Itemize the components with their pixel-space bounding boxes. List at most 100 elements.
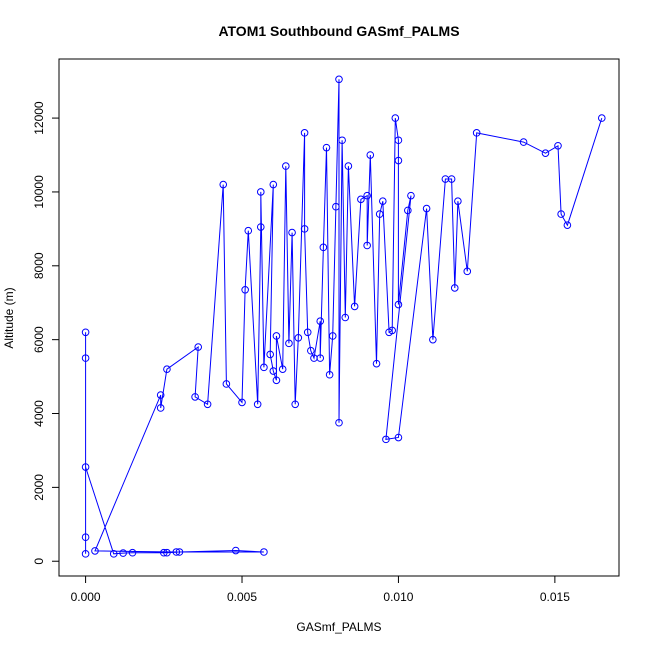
- data-point: [156, 391, 165, 399]
- data-point: [350, 302, 359, 311]
- data-point: [109, 550, 118, 558]
- data-point: [563, 221, 572, 229]
- data-point: [172, 548, 181, 556]
- data-point: [519, 138, 528, 146]
- data-point: [391, 114, 400, 122]
- data-point: [554, 141, 562, 150]
- y-tick-label: 4000: [32, 400, 46, 427]
- data-point: [404, 206, 412, 215]
- data-point: [119, 549, 127, 557]
- series-line: [85, 79, 603, 555]
- data-point: [291, 400, 300, 409]
- data-point: [260, 363, 268, 372]
- data-point: [238, 398, 246, 407]
- y-tick-label: 10000: [32, 175, 46, 209]
- chart-title: ATOM1 Southbound GASmf_PALMS: [218, 23, 459, 39]
- data-point: [422, 204, 431, 213]
- data-point: [269, 180, 278, 189]
- data-point: [91, 547, 99, 555]
- data-point: [322, 143, 331, 152]
- data-point: [241, 286, 249, 294]
- series-layer: [81, 75, 606, 558]
- data-point: [231, 546, 240, 555]
- data-point: [160, 548, 168, 557]
- data-point: [341, 313, 350, 322]
- data-point: [156, 404, 165, 412]
- data-point: [300, 129, 309, 137]
- data-point: [303, 328, 312, 337]
- data-point: [325, 370, 334, 379]
- x-axis: 0.000 0.005 0.010 0.015: [71, 575, 570, 604]
- data-point: [191, 393, 199, 401]
- data-point: [454, 197, 462, 205]
- data-point: [363, 241, 371, 250]
- data-point: [163, 548, 171, 557]
- data-point: [335, 75, 343, 84]
- data-point: [316, 317, 325, 325]
- x-tick-label: 0.010: [383, 590, 413, 604]
- data-point: [429, 335, 437, 344]
- data-point: [256, 223, 265, 231]
- data-point: [81, 354, 90, 362]
- data-point: [266, 350, 274, 359]
- y-tick-label: 12000: [32, 101, 46, 135]
- data-point: [272, 332, 281, 340]
- data-point: [307, 346, 315, 355]
- data-point: [338, 136, 346, 145]
- data-point: [328, 332, 337, 340]
- data-point: [269, 367, 278, 375]
- data-point: [219, 180, 228, 189]
- data-point: [81, 328, 90, 337]
- data-point: [222, 380, 231, 388]
- data-point: [332, 202, 340, 211]
- y-tick-label: 8000: [32, 252, 46, 279]
- data-point: [597, 114, 606, 122]
- data-point: [366, 151, 375, 159]
- data-point: [363, 191, 371, 200]
- x-tick-label: 0.015: [540, 590, 570, 604]
- y-axis-label: Altitude (m): [2, 287, 16, 348]
- data-point: [272, 376, 281, 385]
- data-point: [463, 267, 472, 276]
- data-point: [394, 300, 403, 309]
- data-point: [388, 326, 396, 335]
- data-point: [447, 175, 456, 183]
- data-point: [557, 210, 565, 218]
- data-point: [260, 548, 268, 556]
- data-point: [375, 210, 384, 218]
- data-point: [203, 400, 212, 409]
- data-point: [163, 365, 171, 374]
- x-tick-label: 0.000: [71, 590, 101, 604]
- data-point: [472, 129, 481, 137]
- data-point: [288, 228, 296, 237]
- y-tick-label: 2000: [32, 474, 46, 501]
- data-point: [244, 226, 253, 235]
- y-tick-label: 0: [32, 558, 46, 565]
- data-point: [382, 435, 390, 444]
- data-point: [175, 548, 184, 556]
- data-point: [316, 354, 325, 362]
- data-point: [282, 162, 290, 170]
- data-point: [357, 195, 365, 204]
- data-point: [81, 463, 90, 471]
- data-point: [253, 400, 262, 409]
- data-point: [450, 284, 459, 292]
- data-point: [81, 550, 90, 558]
- data-point: [394, 433, 403, 442]
- data-point: [294, 334, 303, 342]
- data-point: [372, 359, 381, 368]
- data-point: [378, 197, 387, 205]
- data-point: [256, 188, 265, 196]
- data-point: [128, 548, 137, 557]
- data-point: [394, 156, 403, 165]
- data-point: [394, 136, 403, 145]
- y-tick-label: 6000: [32, 326, 46, 353]
- data-point: [194, 343, 203, 351]
- data-point: [300, 225, 309, 233]
- data-point: [285, 339, 293, 348]
- data-point: [81, 533, 90, 542]
- data-point: [319, 243, 328, 252]
- data-point: [335, 418, 343, 427]
- data-point: [407, 191, 415, 200]
